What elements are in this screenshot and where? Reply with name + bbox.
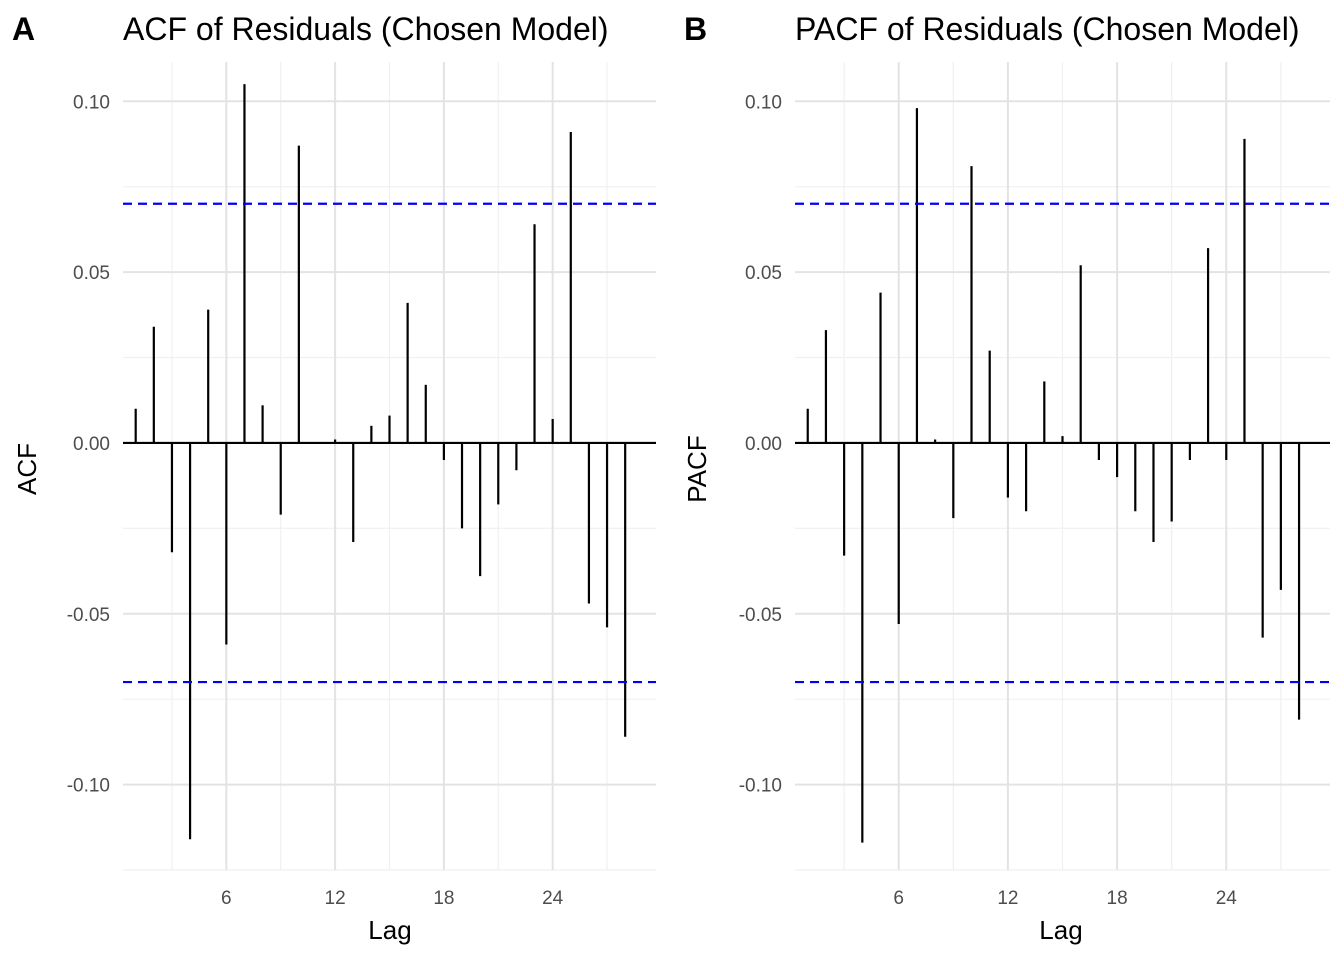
pacf-x-axis-title: Lag bbox=[1039, 915, 1082, 945]
pacf-chart-title: PACF of Residuals (Chosen Model) bbox=[795, 11, 1300, 47]
pacf-y-tick-label: -0.10 bbox=[739, 776, 782, 797]
pacf-y-axis-title: PACF bbox=[682, 435, 712, 502]
panel-label-a: A bbox=[12, 11, 35, 47]
acf-x-axis-title: Lag bbox=[368, 915, 411, 945]
acf-x-tick-label: 18 bbox=[433, 888, 454, 909]
acf-marks bbox=[123, 84, 656, 840]
acf-y-tick-label: -0.05 bbox=[67, 605, 110, 626]
pacf-grid bbox=[795, 62, 1330, 871]
pacf-y-tick-label: 0.10 bbox=[745, 92, 782, 113]
acf-x-tick-label: 12 bbox=[325, 888, 346, 909]
acf-y-axis-title: ACF bbox=[12, 443, 42, 495]
pacf-x-tick-label: 18 bbox=[1107, 888, 1128, 909]
pacf-y-tick-label: 0.00 bbox=[745, 434, 782, 455]
acf-x-tick-label: 6 bbox=[221, 888, 232, 909]
acf-panel: -0.10 -0.05 0.00 0.05 0.10 6 12 18 24 A ACF of R… bbox=[12, 11, 656, 945]
acf-chart-title: ACF of Residuals (Chosen Model) bbox=[123, 11, 609, 47]
pacf-y-tick-label: 0.05 bbox=[745, 263, 782, 284]
pacf-x-tick-label: 6 bbox=[893, 888, 904, 909]
acf-y-tick-label: 0.10 bbox=[73, 92, 110, 113]
acf-y-tick-label: -0.10 bbox=[67, 776, 110, 797]
pacf-x-tick-label: 12 bbox=[997, 888, 1018, 909]
pacf-tick-labels: -0.10 -0.05 0.00 0.05 0.10 6 12 18 24 bbox=[739, 92, 1238, 909]
acf-tick-labels: -0.10 -0.05 0.00 0.05 0.10 6 12 18 24 bbox=[67, 92, 564, 909]
pacf-y-tick-label: -0.05 bbox=[739, 605, 782, 626]
acf-y-tick-label: 0.00 bbox=[73, 434, 110, 455]
panel-label-b: B bbox=[684, 11, 707, 47]
pacf-marks bbox=[795, 108, 1330, 843]
acf-x-tick-label: 24 bbox=[542, 888, 564, 909]
acf-grid bbox=[123, 62, 656, 871]
acf-y-tick-label: 0.05 bbox=[73, 263, 110, 284]
pacf-x-tick-label: 24 bbox=[1216, 888, 1238, 909]
pacf-panel: -0.10 -0.05 0.00 0.05 0.10 6 12 18 24 B PACF of … bbox=[682, 11, 1330, 945]
